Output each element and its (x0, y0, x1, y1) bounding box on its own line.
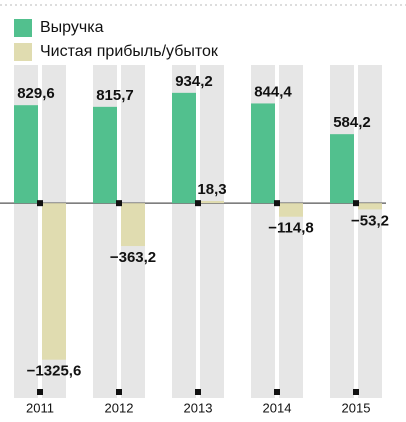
zero-marker (116, 200, 122, 207)
x-tick-label: 2011 (26, 400, 54, 415)
axis-marker (116, 389, 122, 395)
zero-marker (37, 200, 43, 207)
value-label: 844,4 (254, 83, 292, 100)
legend-swatch (14, 43, 32, 61)
value-label: −1325,6 (27, 363, 82, 380)
value-label: 584,2 (333, 114, 371, 131)
legend-label: Чистая прибыль/убыток (40, 43, 219, 60)
bar-background (358, 65, 382, 398)
zero-marker (353, 200, 359, 207)
value-label: 934,2 (175, 73, 213, 90)
x-tick-label: 2013 (184, 400, 213, 415)
bar (251, 103, 275, 204)
bar (14, 105, 38, 204)
value-label: −114,8 (268, 220, 313, 237)
bar (121, 203, 145, 247)
bar (279, 203, 303, 217)
axis-marker (353, 389, 359, 395)
x-tick-label: 2012 (105, 400, 134, 415)
bar-background (330, 65, 354, 398)
zero-marker (195, 200, 201, 207)
value-label: 815,7 (96, 87, 134, 104)
bar (42, 203, 66, 360)
value-label: 829,6 (17, 85, 55, 102)
value-label: −53,2 (351, 212, 389, 229)
bar (330, 134, 354, 204)
axis-marker (274, 389, 280, 395)
bar (93, 106, 117, 204)
axis-marker (37, 389, 43, 395)
bar-background (279, 65, 303, 398)
value-label: 18,3 (197, 181, 226, 198)
axis-marker (195, 389, 201, 395)
bar (200, 200, 224, 204)
bar-background (200, 65, 224, 398)
bar (358, 203, 382, 210)
legend-swatch (14, 19, 32, 37)
bar (172, 92, 196, 204)
zero-marker (274, 200, 280, 207)
legend-label: Выручка (40, 19, 104, 36)
value-label: −363,2 (110, 249, 156, 266)
x-tick-label: 2014 (263, 400, 292, 415)
x-tick-label: 2015 (342, 400, 371, 415)
